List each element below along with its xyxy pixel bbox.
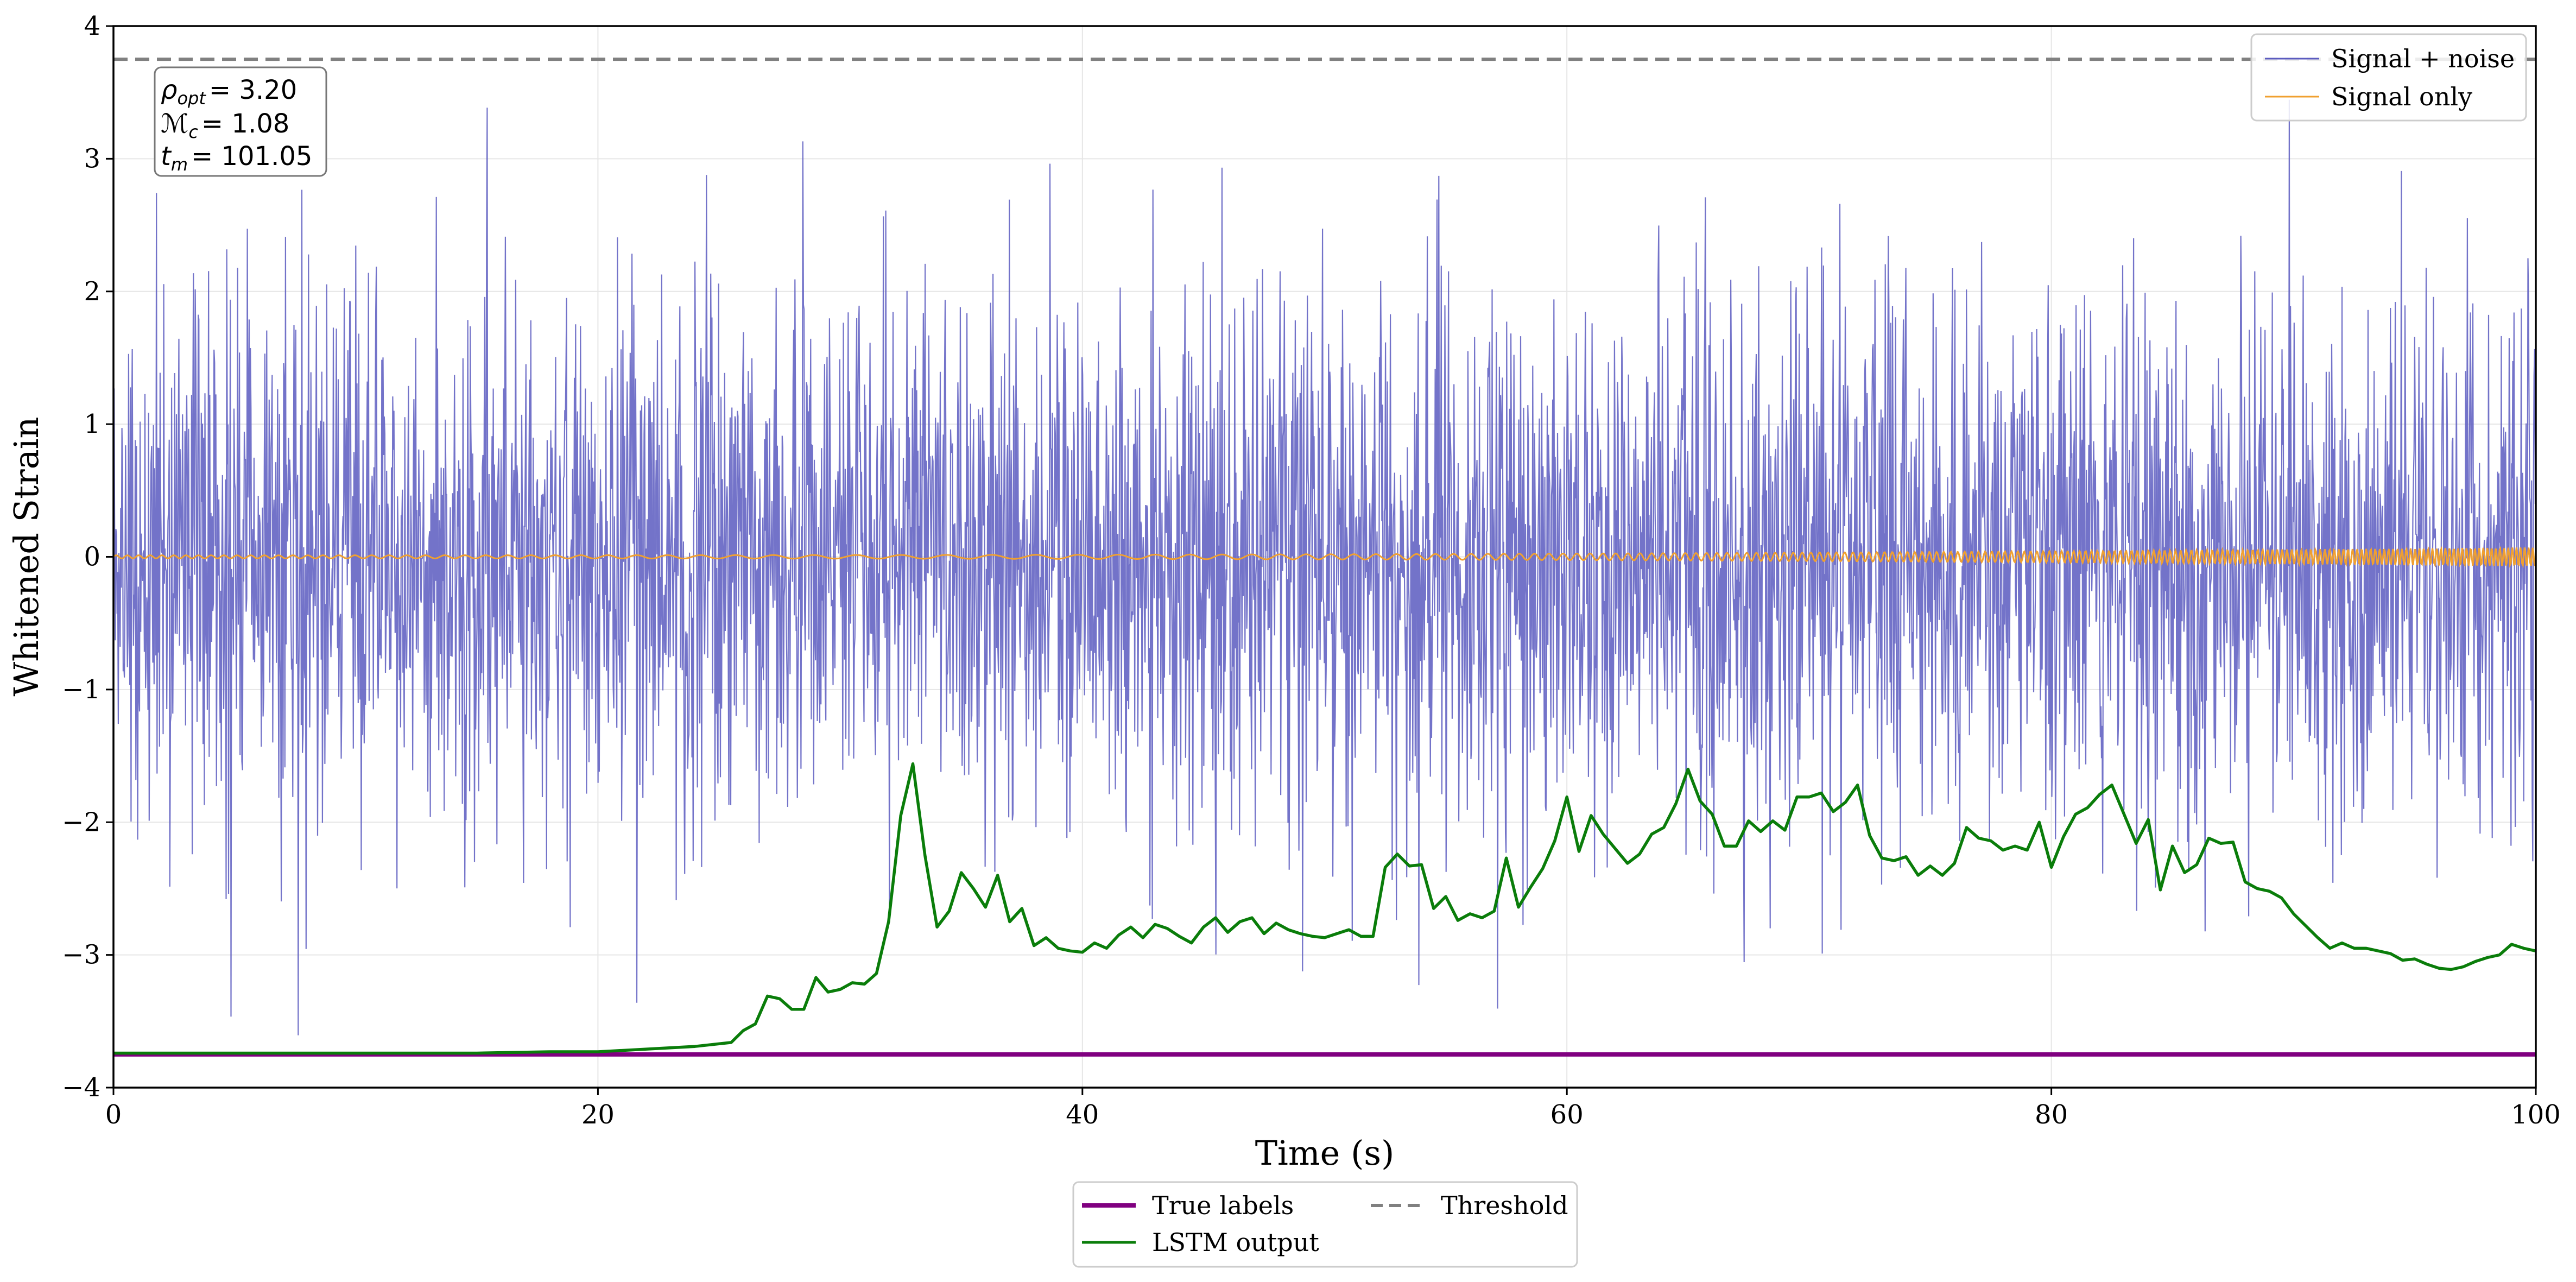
y-tick-label: −3 [62,940,100,970]
legend-signal-only-label: Signal only [2331,82,2472,111]
chirp-mass-text: ℳc = 1.08 [161,109,289,142]
y-tick-label: 1 [84,409,100,439]
x-tick-label: 60 [1550,1100,1584,1130]
signal-only-series [113,546,2536,569]
signal-only-line [113,546,2536,569]
signal-noise-line [113,99,2536,1035]
y-tick-label: 4 [84,11,100,41]
y-tick-label: 2 [84,276,100,307]
rho-opt-text: ρopt = 3.20 [161,75,297,109]
y-tick-label: −1 [62,674,100,705]
y-axis-ticks: −4 −3 −2 −1 0 1 2 3 4 [62,11,113,1103]
y-tick-label: 0 [84,542,100,572]
y-tick-label: −4 [62,1072,100,1103]
legend-signal-noise-label: Signal + noise [2331,44,2515,73]
x-axis-ticks: 0 20 40 60 80 100 [105,1088,2561,1130]
parameter-annotation: ρopt = 3.20 ℳc = 1.08 tm = 101.05 [154,66,327,177]
merger-time-text: tm = 101.05 [161,141,312,175]
legend-true-labels-label: True labels [1152,1191,1294,1220]
x-tick-label: 40 [1066,1100,1099,1130]
y-axis-label: Whitened Strain [7,417,46,697]
legend-threshold-label: Threshold [1441,1191,1568,1220]
x-tick-label: 0 [105,1100,122,1130]
y-tick-label: 3 [84,143,100,174]
signal-noise-series [113,99,2536,1035]
x-axis-label: Time (s) [1255,1133,1395,1173]
x-tick-label: 80 [2035,1100,2068,1130]
legend-lower: True labels LSTM output Threshold [1072,1181,1578,1268]
x-tick-label: 20 [581,1100,615,1130]
x-tick-label: 100 [2511,1100,2561,1130]
legend-lstm-output-label: LSTM output [1152,1228,1319,1257]
y-tick-label: −2 [62,807,100,837]
lstm-output-series [113,762,2536,1055]
legend-upper: Signal + noise Signal only [2250,33,2527,122]
